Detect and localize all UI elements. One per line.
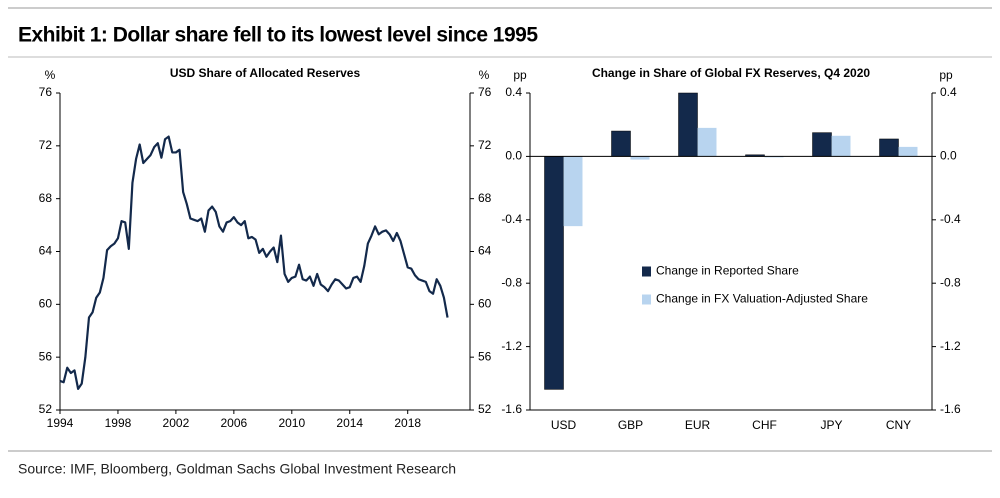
bar [678, 92, 698, 157]
y-tick-label: 52 [39, 402, 53, 416]
line-series [59, 135, 449, 390]
x-tick-label: 2006 [221, 416, 248, 430]
x-tick-label: USD [551, 418, 577, 432]
y-unit: pp [513, 68, 527, 82]
y-tick-label: -0.8 [501, 275, 522, 289]
bar [831, 135, 851, 157]
y2-unit: % [479, 68, 490, 82]
x-tick-label: JPY [820, 418, 842, 432]
chart-title: USD Share of Allocated Reserves [170, 66, 361, 80]
y2-tick-label: 68 [478, 191, 492, 205]
x-tick-label: GBP [618, 418, 643, 432]
y-tick-label: 60 [39, 297, 53, 311]
y2-tick-label: -0.4 [940, 212, 961, 226]
y2-tick-label: 0.4 [940, 85, 957, 99]
y2-tick-label: 76 [478, 85, 492, 99]
y-tick-label: 64 [39, 244, 53, 258]
y2-tick-label: 72 [478, 138, 492, 152]
legend-label: Change in FX Valuation-Adjusted Share [656, 292, 868, 306]
bar [812, 132, 832, 157]
x-tick-label: CNY [886, 418, 911, 432]
y2-tick-label: 56 [478, 349, 492, 363]
y-tick-label: 76 [39, 85, 53, 99]
bar [879, 138, 899, 157]
bar [630, 156, 650, 160]
y-tick-label: 68 [39, 191, 53, 205]
source: Source: IMF, Bloomberg, Goldman Sachs Gl… [18, 461, 456, 477]
bar [611, 130, 631, 157]
y-tick-label: 56 [39, 349, 53, 363]
y2-tick-label: -1.6 [940, 402, 961, 416]
y-tick-label: -1.6 [501, 402, 522, 416]
x-tick-label: 2010 [278, 416, 305, 430]
y-tick-label: 0.0 [505, 149, 522, 163]
x-tick-label: 2014 [336, 416, 363, 430]
x-tick-label: 2002 [163, 416, 190, 430]
y2-tick-label: 60 [478, 297, 492, 311]
y2-tick-label: 64 [478, 244, 492, 258]
x-tick-label: EUR [685, 418, 711, 432]
y2-tick-label: 52 [478, 402, 492, 416]
y-tick-label: -1.2 [501, 339, 522, 353]
legend-swatch [642, 266, 651, 277]
bar [697, 127, 717, 157]
y2-tick-label: -1.2 [940, 339, 961, 353]
y-tick-label: 72 [39, 138, 53, 152]
x-tick-label: 1998 [105, 416, 132, 430]
y-unit: % [45, 68, 56, 82]
x-tick-label: CHF [752, 418, 777, 432]
bar [563, 156, 583, 227]
exhibit-title: Exhibit 1: Dollar share fell to its lowe… [18, 24, 538, 47]
y2-tick-label: 0.0 [940, 149, 957, 163]
bar [898, 146, 918, 157]
legend-label: Change in Reported Share [656, 264, 799, 278]
y-tick-label: -0.4 [501, 212, 522, 226]
x-tick-label: 2018 [394, 416, 421, 430]
y2-tick-label: -0.8 [940, 275, 961, 289]
bar [544, 156, 564, 390]
y2-unit: pp [939, 68, 953, 82]
chart-title: Change in Share of Global FX Reserves, Q… [592, 66, 870, 80]
x-tick-label: 1994 [47, 416, 74, 430]
y-tick-label: 0.4 [505, 85, 522, 99]
legend-swatch [642, 294, 651, 305]
